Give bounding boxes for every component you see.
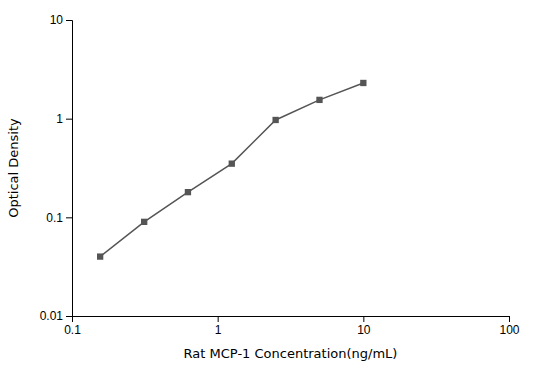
tick-mark xyxy=(218,316,219,322)
tick: 0.1 xyxy=(46,211,72,225)
x-axis: 0.1 1 10 100 xyxy=(64,316,520,337)
line xyxy=(100,83,363,257)
tick-label: 0.01 xyxy=(40,309,64,323)
marker xyxy=(97,253,103,259)
tick: 1 xyxy=(215,316,222,337)
tick-mark xyxy=(66,20,72,21)
chart-container: 0.11101000.010.1110Rat MCP-1 Concentrati… xyxy=(0,0,533,372)
tick-mark xyxy=(66,316,72,317)
marker xyxy=(272,117,278,123)
data-group xyxy=(97,80,367,260)
axis-line xyxy=(73,317,510,323)
tick-mark xyxy=(509,316,510,322)
tick-label: 0.1 xyxy=(64,323,81,337)
tick-label: 1 xyxy=(56,112,63,126)
tick-label: 100 xyxy=(499,323,519,337)
tick: 1 xyxy=(56,112,72,126)
tick: 0.01 xyxy=(40,309,72,323)
tick-mark xyxy=(363,316,364,322)
y-axis-title: Optical Density xyxy=(6,118,21,218)
tick-mark xyxy=(66,119,72,120)
marker xyxy=(229,160,235,166)
tick-label: 10 xyxy=(50,13,64,27)
tick-label: 10 xyxy=(357,323,371,337)
chart: 0.11101000.010.1110Rat MCP-1 Concentrati… xyxy=(0,0,533,372)
tick-mark xyxy=(66,217,72,218)
marker xyxy=(185,189,191,195)
marker xyxy=(316,97,322,103)
tick: 10 xyxy=(357,316,371,337)
tick: 10 xyxy=(50,13,72,27)
x-axis-title: Rat MCP-1 Concentration(ng/mL) xyxy=(184,346,398,361)
tick-label: 1 xyxy=(215,323,222,337)
marker xyxy=(141,219,147,225)
tick: 100 xyxy=(499,316,519,337)
tick: 0.1 xyxy=(64,316,81,337)
tick-label: 0.1 xyxy=(46,211,63,225)
y-axis: 0.01 0.1 1 10 xyxy=(40,13,73,323)
plot-area: 0.11101000.010.1110Rat MCP-1 Concentrati… xyxy=(6,13,520,361)
marker xyxy=(360,80,366,86)
axis-line xyxy=(66,21,73,317)
